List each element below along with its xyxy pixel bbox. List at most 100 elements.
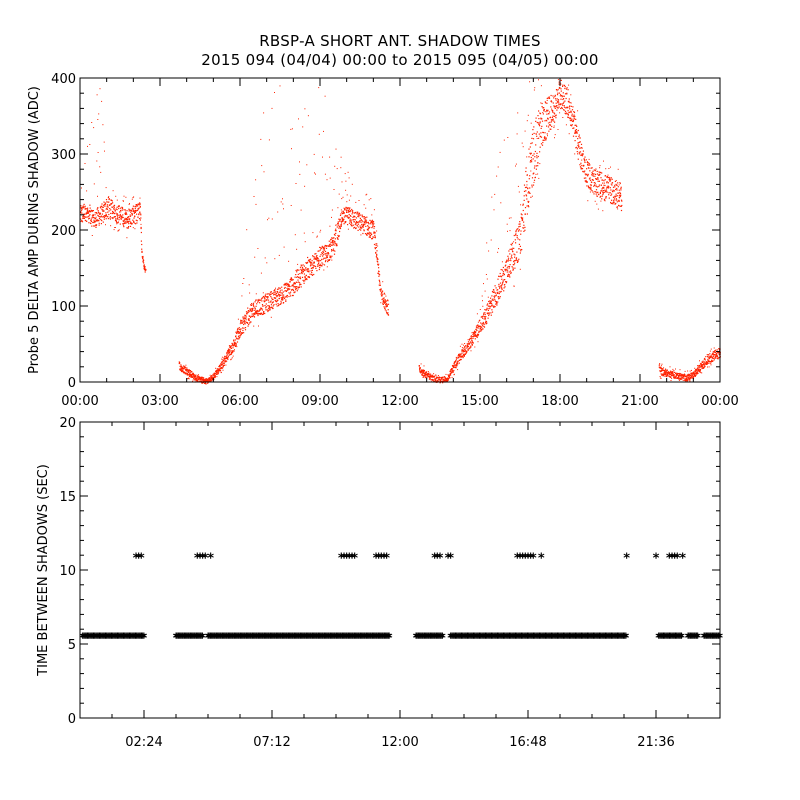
data-point	[203, 377, 205, 379]
data-point: *	[362, 632, 369, 647]
data-point	[696, 373, 698, 375]
data-point	[242, 321, 244, 323]
data-point	[317, 262, 320, 265]
data-point	[500, 202, 502, 204]
data-point	[107, 211, 109, 213]
data-point	[564, 93, 567, 95]
data-point	[267, 219, 268, 221]
data-point	[375, 244, 377, 246]
data-point	[232, 350, 234, 352]
data-point	[596, 170, 598, 172]
data-point	[708, 362, 710, 364]
data-point: *	[703, 632, 710, 647]
data-point	[106, 201, 108, 203]
data-point	[594, 182, 596, 184]
data-point	[323, 130, 324, 132]
data-point	[139, 205, 141, 207]
data-point	[97, 215, 100, 217]
data-point	[227, 356, 229, 358]
data-point	[586, 185, 588, 187]
data-point	[250, 316, 252, 318]
data-point	[330, 244, 332, 246]
data-point: *	[560, 632, 567, 647]
data-point	[91, 215, 93, 217]
data-point	[598, 174, 600, 176]
data-point	[533, 153, 535, 155]
data-point	[523, 230, 525, 232]
data-point	[583, 158, 585, 160]
data-point	[484, 318, 487, 320]
data-point	[255, 293, 257, 295]
data-point	[621, 204, 623, 207]
data-point: *	[243, 632, 250, 647]
data-point	[711, 360, 713, 362]
data-point	[679, 375, 681, 377]
data-point	[591, 190, 593, 192]
data-point	[691, 369, 692, 371]
data-point: *	[548, 632, 555, 647]
data-point	[187, 378, 188, 380]
data-point	[297, 279, 299, 281]
data-point	[501, 284, 503, 286]
data-point: *	[589, 632, 596, 647]
data-point	[107, 197, 109, 199]
data-point	[550, 119, 552, 121]
data-point	[189, 372, 191, 374]
data-point	[610, 177, 612, 179]
data-point	[592, 175, 594, 177]
data-point	[680, 377, 682, 379]
data-point: *	[331, 632, 338, 647]
data-point	[591, 174, 593, 176]
data-point: *	[207, 552, 214, 567]
data-point	[533, 181, 535, 183]
data-point	[84, 206, 86, 208]
data-point	[438, 378, 440, 380]
data-point	[346, 194, 348, 196]
data-point: *	[495, 632, 502, 647]
data-point	[128, 210, 130, 212]
data-point: *	[242, 632, 249, 647]
data-point	[517, 185, 519, 187]
data-point	[297, 276, 299, 278]
data-point	[323, 251, 325, 253]
data-point	[208, 380, 210, 382]
data-point	[81, 206, 83, 208]
data-point	[609, 177, 611, 179]
data-point	[260, 312, 263, 314]
data-point	[679, 379, 681, 381]
data-point	[476, 313, 478, 315]
x-tick-label: 21:36	[637, 735, 674, 750]
data-point	[586, 181, 588, 183]
data-point	[274, 289, 276, 291]
data-point	[337, 221, 339, 223]
data-point	[371, 222, 374, 224]
data-point	[670, 376, 672, 378]
data-point	[347, 216, 349, 219]
data-point: *	[427, 632, 434, 647]
data-point: *	[658, 632, 665, 647]
data-point	[133, 210, 135, 212]
data-point	[518, 226, 520, 228]
data-point: *	[280, 632, 287, 647]
data-point	[320, 264, 322, 266]
data-point	[517, 228, 519, 230]
data-point	[305, 274, 307, 276]
data-point	[314, 172, 315, 174]
data-point	[453, 362, 456, 364]
data-point	[515, 257, 518, 259]
data-point	[127, 216, 129, 218]
data-point	[272, 301, 274, 303]
data-point	[523, 195, 525, 197]
data-point	[347, 211, 349, 213]
data-point	[528, 148, 530, 150]
data-point	[226, 360, 228, 362]
data-point	[269, 293, 271, 295]
data-point	[211, 375, 213, 377]
data-point	[116, 221, 118, 224]
data-point	[235, 335, 237, 337]
data-point	[129, 218, 131, 220]
data-point	[245, 315, 247, 317]
data-point	[359, 228, 361, 230]
data-point	[244, 314, 246, 316]
data-point: *	[614, 632, 621, 647]
